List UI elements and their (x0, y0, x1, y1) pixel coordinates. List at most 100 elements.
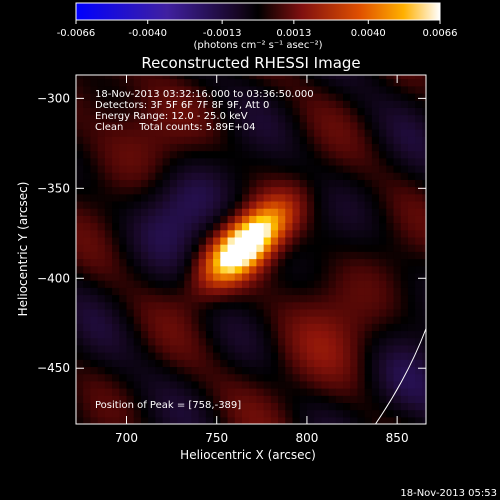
heatmap-cell (328, 121, 337, 130)
heatmap-cell (234, 208, 243, 216)
heatmap-cell (191, 265, 200, 274)
heatmap-cell (306, 128, 315, 137)
heatmap-cell (364, 186, 373, 195)
heatmap-cell (119, 107, 128, 116)
heatmap-cell (400, 150, 409, 159)
heatmap-cell (241, 236, 250, 245)
heatmap-cell (292, 215, 301, 224)
heatmap-cell (198, 143, 207, 152)
heatmap-cell (241, 215, 250, 224)
heatmap-cell (83, 323, 92, 332)
heatmap-cell (386, 280, 395, 288)
heatmap-cell (335, 222, 344, 231)
heatmap-cell (112, 337, 120, 346)
heatmap-cell (97, 157, 106, 166)
heatmap-cell (263, 323, 272, 332)
heatmap-cell (314, 416, 322, 424)
heatmap-cell (83, 316, 92, 324)
heatmap-cell (270, 121, 279, 130)
heatmap-cell (407, 251, 416, 260)
heatmap-cell (415, 200, 423, 209)
heatmap-cell (400, 143, 409, 152)
heatmap-cell (407, 352, 416, 360)
heatmap-cell (285, 164, 294, 173)
heatmap-cell (227, 265, 236, 274)
heatmap-cell (220, 402, 229, 411)
heatmap-cell (169, 229, 178, 238)
heatmap-cell (104, 193, 113, 202)
heatmap-cell (263, 380, 272, 389)
heatmap-cell (148, 352, 156, 360)
heatmap-cell (335, 308, 344, 317)
heatmap-cell (177, 150, 185, 159)
heatmap-cell (184, 301, 193, 310)
heatmap-cell (184, 316, 193, 324)
heatmap-cell (148, 136, 156, 144)
heatmap-cell (90, 229, 99, 238)
heatmap-cell (278, 107, 286, 116)
heatmap-cell (379, 251, 387, 260)
heatmap-cell (162, 121, 171, 130)
annotation-detectors: Detectors: 3F 5F 6F 7F 8F 9F, Att 0 (95, 100, 269, 111)
heatmap-cell (198, 258, 207, 267)
colorbar-tick-label: 0.0040 (351, 28, 386, 39)
heatmap-cell (198, 164, 207, 173)
heatmap-cell (241, 100, 250, 108)
heatmap-cell (285, 186, 294, 195)
heatmap-cell (133, 215, 142, 224)
heatmap-cell (278, 136, 286, 144)
heatmap-cell (357, 258, 366, 267)
heatmap-cell (357, 128, 366, 137)
heatmap-cell (256, 236, 265, 245)
heatmap-cell (263, 215, 272, 224)
heatmap-cell (379, 287, 387, 296)
heatmap-cell (400, 337, 409, 346)
heatmap-cell (97, 208, 106, 216)
heatmap-cell (76, 258, 84, 267)
heatmap-cell (407, 186, 416, 195)
heatmap-cell (364, 258, 373, 267)
heatmap-cell (119, 402, 128, 411)
heatmap-cell (177, 208, 185, 216)
heatmap-cell (155, 172, 164, 180)
heatmap-cell (270, 236, 279, 245)
heatmap-cell (83, 280, 92, 288)
heatmap-cell (278, 294, 286, 303)
heatmap-cell (306, 157, 315, 166)
heatmap-cell (256, 330, 265, 339)
heatmap-cell (328, 222, 337, 231)
heatmap-cell (220, 128, 229, 137)
heatmap-cell (343, 157, 351, 166)
heatmap-cell (285, 92, 294, 101)
heatmap-cell (314, 150, 322, 159)
heatmap-cell (76, 280, 84, 288)
heatmap-cell (83, 258, 92, 267)
heatmap-cell (148, 186, 156, 195)
heatmap-cell (292, 409, 301, 418)
heatmap-cell (407, 388, 416, 396)
heatmap-cell (321, 366, 330, 375)
heatmap-cell (263, 114, 272, 123)
heatmap-cell (205, 380, 214, 389)
heatmap-cell (140, 388, 149, 396)
heatmap-cell (292, 416, 301, 424)
heatmap-cell (249, 402, 258, 411)
heatmap-cell (285, 193, 294, 202)
heatmap-cell (393, 179, 402, 188)
heatmap-cell (386, 251, 395, 260)
heatmap-cell (379, 136, 387, 144)
heatmap-cell (119, 75, 128, 80)
heatmap-cell (350, 100, 359, 108)
heatmap-cell (234, 337, 243, 346)
heatmap-cell (213, 179, 221, 188)
heatmap-cell (393, 107, 402, 116)
heatmap-cell (169, 251, 178, 260)
heatmap-cell (379, 352, 387, 360)
heatmap-cell (357, 373, 366, 382)
heatmap-cell (335, 251, 344, 260)
heatmap-cell (371, 337, 380, 346)
heatmap-cell (241, 193, 250, 202)
heatmap-cell (263, 272, 272, 281)
heatmap-cell (104, 251, 113, 260)
heatmap-cell (177, 301, 185, 310)
